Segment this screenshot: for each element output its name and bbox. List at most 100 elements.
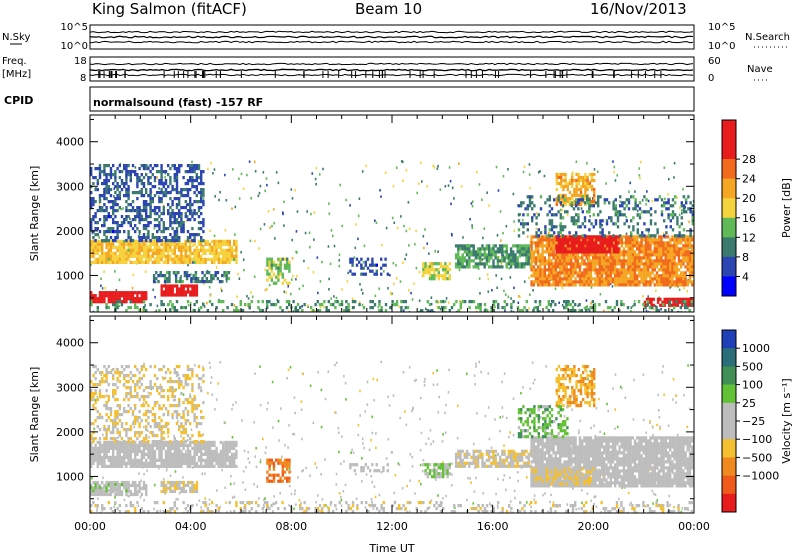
patch-12-cell: [590, 204, 593, 208]
patch-1-cell: [200, 227, 203, 231]
noise-cell: [585, 370, 588, 373]
patch-2-cell: [107, 291, 110, 295]
patch-12-cell: [682, 228, 686, 232]
noise-cell: [590, 302, 592, 305]
patch-1-cell: [101, 206, 104, 210]
patch-12-cell: [575, 234, 578, 238]
patch-8-cell: [516, 256, 519, 260]
patch-12-cell: [583, 219, 587, 223]
patch-9-cell: [534, 259, 538, 263]
patch-12-cell: [577, 219, 580, 223]
patch-9-cell: [631, 238, 634, 242]
noise-cell: [231, 496, 234, 499]
patch-1-cell: [191, 185, 194, 189]
patch-9-cell: [631, 277, 634, 281]
patch-1-cell: [186, 170, 190, 174]
noise-cell: [508, 266, 511, 270]
patch-13-cell: [659, 303, 662, 307]
patch-0-cell: [228, 254, 231, 258]
patch-0-cell: [112, 242, 115, 246]
patch-8-cell: [461, 256, 464, 260]
patch-1-cell: [200, 197, 203, 201]
patch-9-cell: [554, 268, 557, 272]
noise-cell: [668, 305, 671, 309]
patch-2-cell: [129, 294, 132, 298]
patch-8-cell: [459, 247, 462, 251]
patch-9-cell: [598, 277, 601, 281]
patch-8-cell: [468, 262, 471, 266]
patch-13-cell: [656, 300, 660, 304]
noise-cell: [636, 209, 639, 213]
patch-7-cell: [428, 274, 432, 278]
patch-12-cell: [526, 195, 529, 199]
patch-9-cell: [642, 283, 645, 287]
noise-cell: [389, 291, 392, 295]
patch-14-cell: [426, 309, 429, 312]
noise-cell: [586, 162, 588, 165]
patch-9-cell: [545, 241, 549, 245]
patch-10-cell: [560, 244, 563, 248]
patch-7-cell: [431, 274, 434, 278]
patch-14-cell: [648, 306, 652, 310]
noise-cell: [263, 498, 265, 502]
patch-12-cell: [671, 228, 675, 232]
patch-11-cell: [584, 181, 587, 186]
patch-11-cell: [573, 202, 576, 207]
noise-cell: [437, 164, 439, 168]
patch-4-cell: [152, 280, 156, 284]
patch-9-cell: [633, 274, 637, 278]
patch-0-cell: [180, 242, 183, 246]
patch-0-cell: [109, 260, 113, 264]
noise-cell: [361, 292, 364, 295]
patch-0-cell: [230, 257, 234, 261]
patch-1-cell: [105, 230, 108, 234]
patch-12-cell: [548, 228, 551, 232]
patch-12-cell: [526, 228, 529, 232]
patch-14-cell: [607, 306, 610, 310]
patch-14-cell: [455, 300, 458, 304]
patch-9-cell: [622, 268, 626, 272]
patch-12-cell: [619, 213, 622, 217]
patch-0-cell: [184, 257, 187, 261]
patch-9-cell: [554, 253, 557, 257]
patch-8-cell: [512, 244, 515, 248]
patch-14-cell: [468, 300, 471, 304]
patch-0-cell: [94, 251, 97, 255]
patch-3-cell: [191, 293, 194, 297]
patch-9-cell: [583, 262, 586, 266]
patch-8-cell: [492, 259, 495, 263]
patch-1-cell: [147, 236, 150, 240]
noise-cell: [185, 219, 188, 223]
patch-12-cell: [588, 210, 591, 214]
patch-10-cell: [582, 241, 585, 245]
patch-6-cell: [366, 266, 370, 270]
patch-1-cell: [140, 194, 143, 198]
noise-cell: [374, 495, 377, 499]
noise-cell: [683, 394, 685, 397]
noise-cell: [290, 188, 293, 191]
patch-12-cell: [561, 228, 565, 232]
patch-9-cell: [636, 277, 639, 281]
patch-9-cell: [673, 253, 676, 257]
patch-1-cell: [138, 176, 141, 180]
patch-1-cell: [138, 167, 141, 171]
patch-9-cell: [638, 280, 641, 284]
patch-11-cell: [564, 175, 567, 180]
patch-12-cell: [572, 222, 576, 226]
patch-0-cell: [156, 248, 159, 252]
patch-3-cell: [180, 287, 183, 291]
patch-12-cell: [577, 213, 580, 217]
patch-12-cell: [581, 222, 584, 226]
patch-8-cell: [507, 262, 511, 266]
noise-cell: [328, 277, 330, 281]
patch-2-cell: [131, 297, 135, 301]
noise-cell: [271, 224, 273, 228]
patch-9-cell: [682, 271, 685, 275]
patch-9-cell: [691, 262, 694, 266]
noise-cell: [220, 289, 223, 293]
patch-9-cell: [686, 283, 689, 287]
patch-1-cell: [129, 203, 132, 207]
patch-1-cell: [153, 179, 157, 183]
patch-0-cell: [228, 239, 231, 243]
patch-1-cell: [158, 221, 161, 225]
